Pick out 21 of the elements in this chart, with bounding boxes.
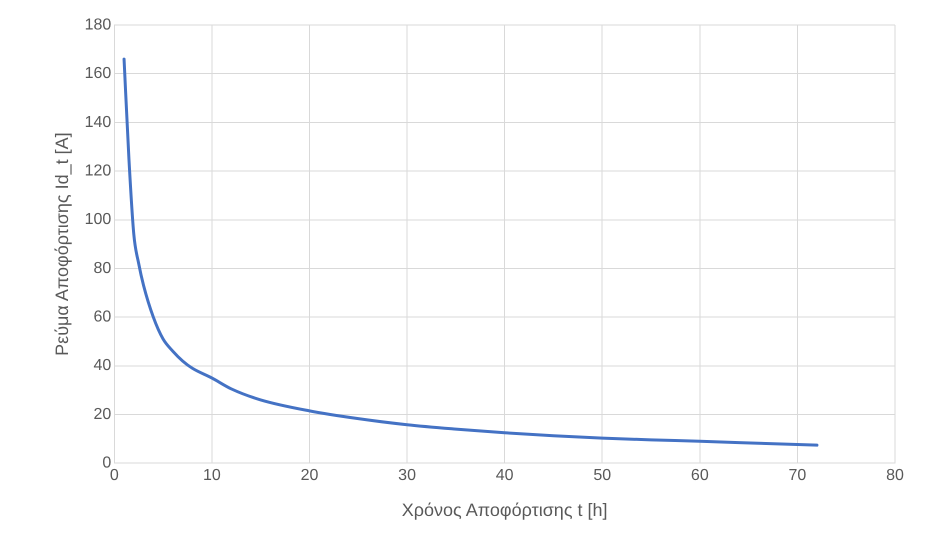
line-series <box>122 58 818 447</box>
y-tick-label: 40 <box>94 357 112 374</box>
x-tick-label: 80 <box>886 467 904 484</box>
y-tick-label: 0 <box>102 454 112 472</box>
y-tick-label: 60 <box>94 308 112 326</box>
y-tick-label: 120 <box>84 162 112 180</box>
y-tick-label: 180 <box>84 16 112 34</box>
x-axis-title: Χρόνος Αποφόρτισης t [h] <box>402 500 608 520</box>
x-tick-label: 70 <box>788 467 806 484</box>
x-tick-label: 40 <box>496 467 514 484</box>
y-tick-label: 100 <box>84 211 112 228</box>
y-axis-title: Ρεύμα Αποφόρτισης Id_t [A] <box>52 132 72 356</box>
x-tick-label: 20 <box>300 467 318 484</box>
x-tick-label: 30 <box>398 467 416 484</box>
y-tick-label: 140 <box>84 114 112 131</box>
y-tick-label: 80 <box>94 260 112 277</box>
x-tick-label: 50 <box>593 467 612 484</box>
x-tick-label: 60 <box>690 467 709 484</box>
y-tick-label: 160 <box>84 65 112 82</box>
x-tick-label: 10 <box>202 467 221 484</box>
y-tick-label: 20 <box>94 406 112 423</box>
